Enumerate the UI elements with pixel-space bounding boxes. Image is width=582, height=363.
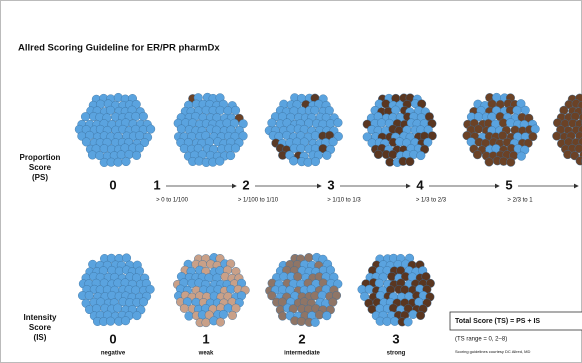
score: 0 — [109, 331, 116, 346]
cell — [231, 105, 241, 115]
cell — [403, 317, 413, 327]
cell — [333, 118, 343, 128]
cell — [113, 303, 123, 313]
cell — [139, 297, 149, 307]
cell — [574, 144, 582, 154]
cell — [121, 316, 131, 326]
score: 0 — [109, 177, 116, 192]
cell — [516, 151, 526, 161]
cell — [322, 150, 332, 160]
cell — [226, 151, 236, 161]
cell — [138, 111, 148, 121]
intensity-label: weak — [198, 351, 214, 357]
cell — [530, 124, 540, 134]
cell — [416, 151, 426, 161]
cell — [289, 156, 299, 166]
row-label: Score — [29, 163, 52, 172]
cell — [131, 111, 141, 121]
intensity-label: intermediate — [284, 351, 320, 357]
cell — [231, 303, 241, 313]
cell — [140, 138, 150, 148]
cell — [179, 303, 189, 313]
cell — [121, 157, 131, 167]
cell — [322, 311, 332, 321]
cell — [278, 311, 288, 321]
cell — [506, 157, 516, 167]
cell — [505, 118, 515, 128]
score: 3 — [327, 177, 334, 192]
score: 2 — [242, 177, 249, 192]
row-label: Intensity — [24, 313, 57, 322]
cell — [360, 291, 370, 301]
score: 4 — [416, 177, 424, 192]
score: 3 — [392, 331, 399, 346]
cell-clusters — [74, 92, 582, 328]
cell — [373, 149, 383, 159]
cell — [427, 131, 437, 141]
cell — [552, 131, 562, 141]
intensity-label: strong — [387, 351, 406, 357]
credit: Scoring guidelines courtesy DC Allred, M… — [455, 349, 530, 354]
cell — [231, 143, 241, 153]
intensity-label: negative — [101, 351, 126, 357]
cell — [416, 310, 426, 320]
cell — [388, 303, 398, 313]
cell — [377, 118, 387, 128]
total-formula: Total Score (TS) = PS + IS — [455, 318, 540, 325]
cell — [184, 311, 194, 321]
cell — [328, 297, 338, 307]
cell — [408, 309, 418, 319]
cell — [328, 137, 338, 147]
cell — [310, 317, 320, 327]
title: Allred Scoring Guideline for ER/PR pharm… — [18, 43, 220, 54]
range: > 1/3 to 2/3 — [416, 198, 447, 204]
cell — [215, 317, 225, 327]
total-box — [449, 311, 582, 331]
score: 5 — [505, 177, 512, 192]
range: > 1/100 to 1/10 — [238, 198, 279, 204]
cell — [472, 150, 482, 160]
range: > 1/10 to 1/3 — [327, 198, 361, 204]
cell — [227, 310, 237, 320]
row-label: Score — [29, 323, 52, 332]
cell — [80, 112, 90, 122]
cell — [310, 131, 320, 141]
cell — [578, 137, 582, 147]
cell — [113, 157, 123, 167]
score: 1 — [153, 177, 160, 192]
cell — [473, 124, 483, 134]
score: 1 — [202, 331, 209, 346]
cell — [238, 131, 248, 141]
cell — [575, 156, 582, 166]
total-range: (TS range = 0, 2–8) — [455, 337, 507, 343]
cell — [267, 118, 277, 128]
cell — [176, 124, 186, 134]
cell — [512, 105, 522, 115]
row-label: (IS) — [34, 333, 47, 342]
cell — [381, 99, 391, 109]
cell — [528, 132, 538, 142]
cell — [215, 156, 225, 166]
cell — [106, 316, 116, 326]
cell — [516, 99, 526, 109]
cell — [238, 119, 248, 129]
cell — [405, 157, 415, 167]
cell — [218, 309, 228, 319]
cell — [484, 157, 494, 167]
cell — [311, 157, 321, 167]
row-label: (PS) — [32, 173, 48, 182]
cell — [267, 291, 277, 301]
range: > 0 to 1/100 — [156, 198, 189, 204]
cell — [296, 316, 306, 326]
cell — [201, 318, 211, 328]
cell — [382, 316, 392, 326]
row-label: Proportion — [20, 153, 61, 162]
cell — [132, 150, 142, 160]
cell — [132, 311, 142, 321]
score: 2 — [298, 331, 305, 346]
cell — [296, 143, 306, 153]
cell — [146, 124, 156, 134]
range: > 2/3 to 1 — [507, 198, 533, 204]
